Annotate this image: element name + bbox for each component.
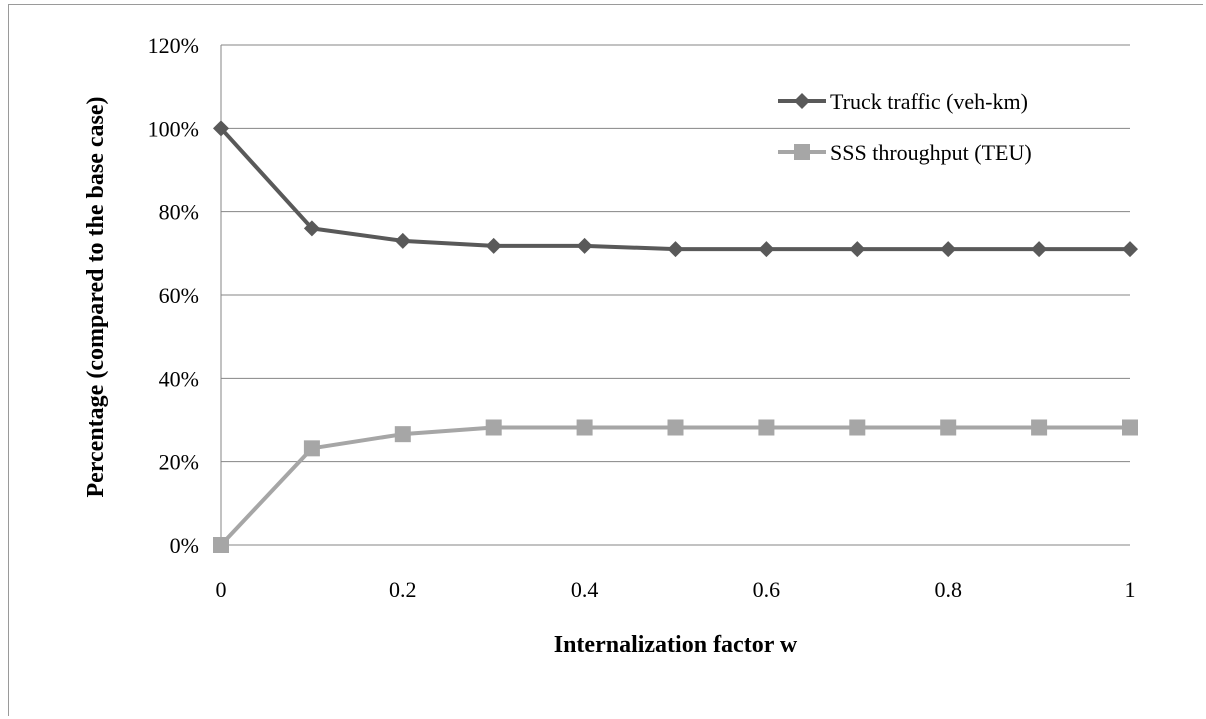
- y-tick-label: 0%: [170, 533, 199, 558]
- data-point: [849, 241, 866, 258]
- data-point: [1122, 241, 1138, 258]
- data-point: [667, 241, 684, 258]
- x-tick-label: 0: [216, 577, 227, 602]
- y-tick-label: 20%: [159, 450, 199, 475]
- data-point: [303, 440, 320, 457]
- data-point: [849, 419, 866, 436]
- x-tick-label: 0.8: [934, 577, 962, 602]
- y-axis-title: Percentage (compared to the base case): [83, 97, 109, 498]
- legend-marker: [794, 144, 810, 160]
- tick-labels: 0% 20% 40% 60% 80% 100% 120% 0 0.2 0.4 0.6 0.8 1: [148, 33, 1136, 602]
- series-1: [213, 120, 1138, 258]
- data-point: [1031, 241, 1048, 258]
- series-2: [213, 419, 1138, 553]
- chart-frame: [8, 4, 1203, 716]
- x-tick-label: 0.4: [571, 577, 599, 602]
- data-point: [667, 419, 684, 436]
- data-point: [213, 120, 229, 137]
- data-point: [576, 237, 593, 254]
- data-point: [1031, 419, 1048, 436]
- x-tick-label: 0.6: [753, 577, 781, 602]
- data-point: [576, 419, 593, 436]
- series-line: [219, 425, 1130, 547]
- y-tick-label: 100%: [148, 116, 199, 141]
- y-tick-label: 40%: [159, 366, 199, 391]
- data-point: [213, 537, 229, 553]
- data-point: [394, 232, 411, 249]
- data-point: [940, 241, 957, 258]
- data-point: [1122, 419, 1138, 436]
- gridlines: [221, 44, 1130, 463]
- data-point: [758, 419, 775, 436]
- legend-entry: Truck traffic (veh-km): [778, 89, 1028, 114]
- series-lines: [213, 120, 1138, 553]
- y-tick-label: 60%: [159, 283, 199, 308]
- legend-marker: [794, 93, 810, 109]
- legend-label: Truck traffic (veh-km): [830, 89, 1028, 114]
- data-point: [940, 419, 957, 436]
- x-tick-label: 0.2: [389, 577, 417, 602]
- data-point: [303, 220, 320, 237]
- x-axis-title: Internalization factor w: [554, 632, 798, 658]
- legend: Truck traffic (veh-km) SSS throughput (TE…: [778, 89, 1032, 165]
- data-point: [485, 419, 502, 436]
- legend-entry: SSS throughput (TEU): [778, 140, 1032, 165]
- legend-label: SSS throughput (TEU): [830, 140, 1032, 165]
- x-tick-label: 1: [1125, 577, 1136, 602]
- data-point: [394, 426, 411, 443]
- y-tick-label: 80%: [159, 200, 199, 225]
- y-tick-label: 120%: [148, 33, 199, 58]
- data-point: [485, 237, 502, 254]
- data-point: [758, 241, 775, 258]
